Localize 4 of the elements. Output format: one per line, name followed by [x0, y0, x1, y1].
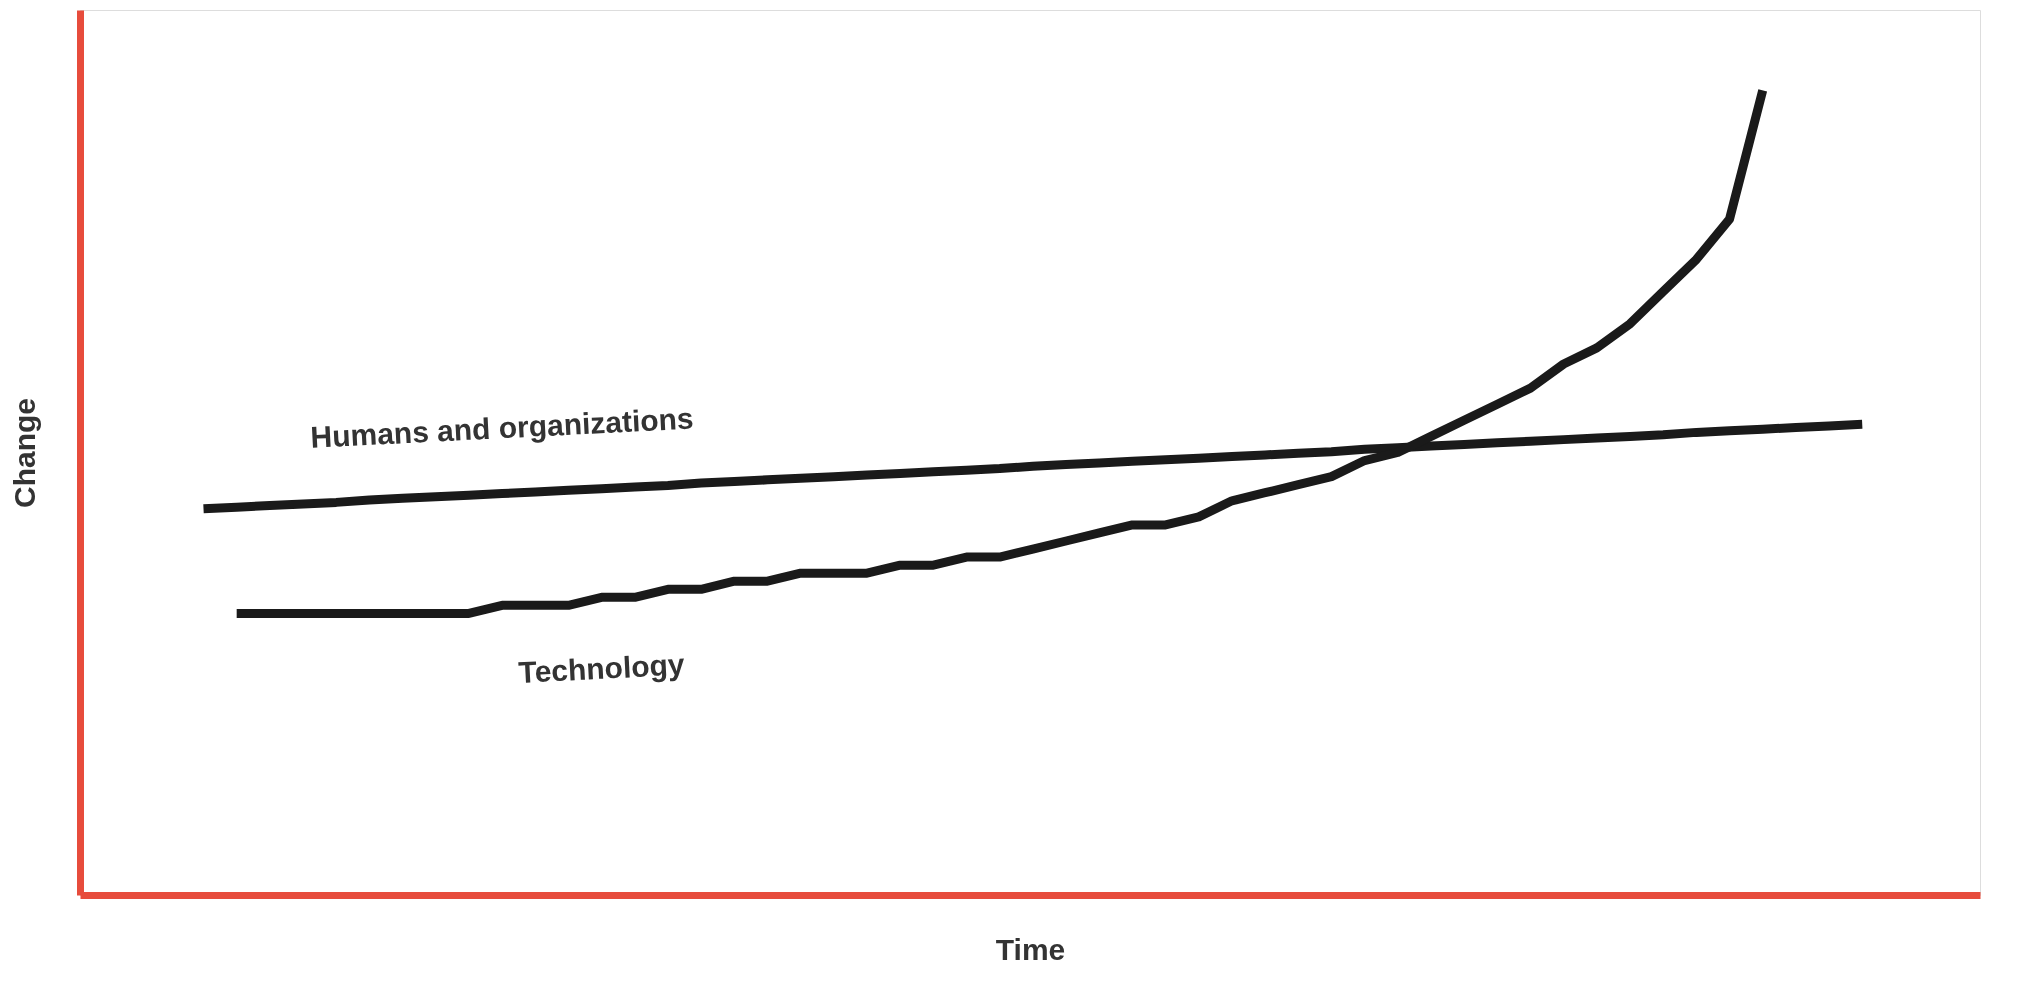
- series-label: Humans and organizations: [309, 401, 695, 454]
- series-label: Technology: [517, 647, 686, 689]
- x-axis-title: Time: [995, 932, 1066, 966]
- y-axis-title: Change: [7, 397, 41, 509]
